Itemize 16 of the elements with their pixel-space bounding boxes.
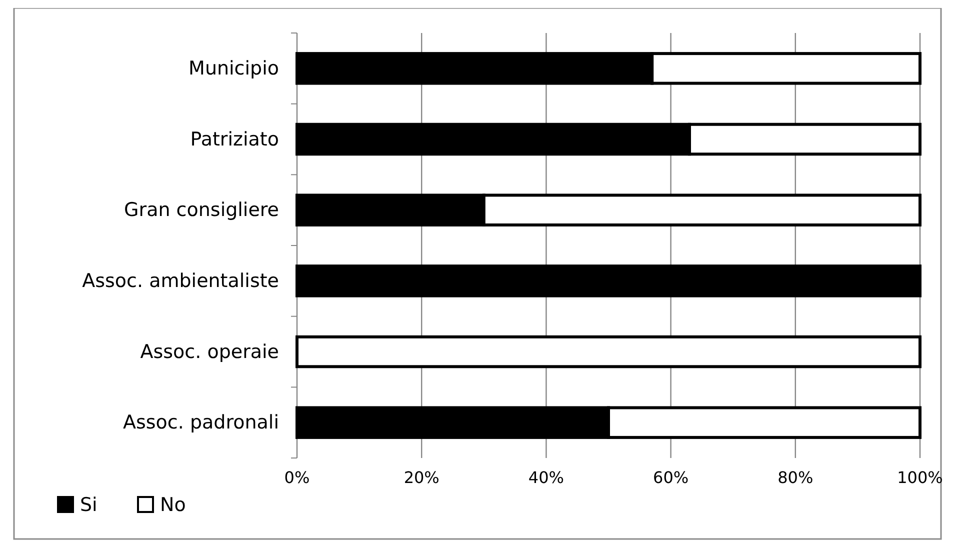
- y-tick-label: Assoc. ambientaliste: [82, 270, 279, 292]
- x-tick-label: 40%: [528, 468, 564, 487]
- x-tick-label: 60%: [653, 468, 689, 487]
- y-tick-label: Assoc. padronali: [123, 412, 279, 434]
- legend-label: Si: [80, 494, 98, 516]
- x-tick-label: 100%: [897, 468, 943, 487]
- x-tick-label: 0%: [284, 468, 310, 487]
- bar: [296, 264, 922, 298]
- x-tick-label: 20%: [404, 468, 440, 487]
- legend-label: No: [160, 494, 186, 516]
- y-tick-label: Municipio: [188, 57, 279, 80]
- y-tick-label: Assoc. operaie: [140, 340, 279, 363]
- y-tick-label: Patriziato: [190, 128, 279, 150]
- y-tick-label: Gran consigliere: [124, 199, 279, 222]
- bar: [296, 335, 922, 368]
- x-tick-label: 80%: [778, 468, 814, 487]
